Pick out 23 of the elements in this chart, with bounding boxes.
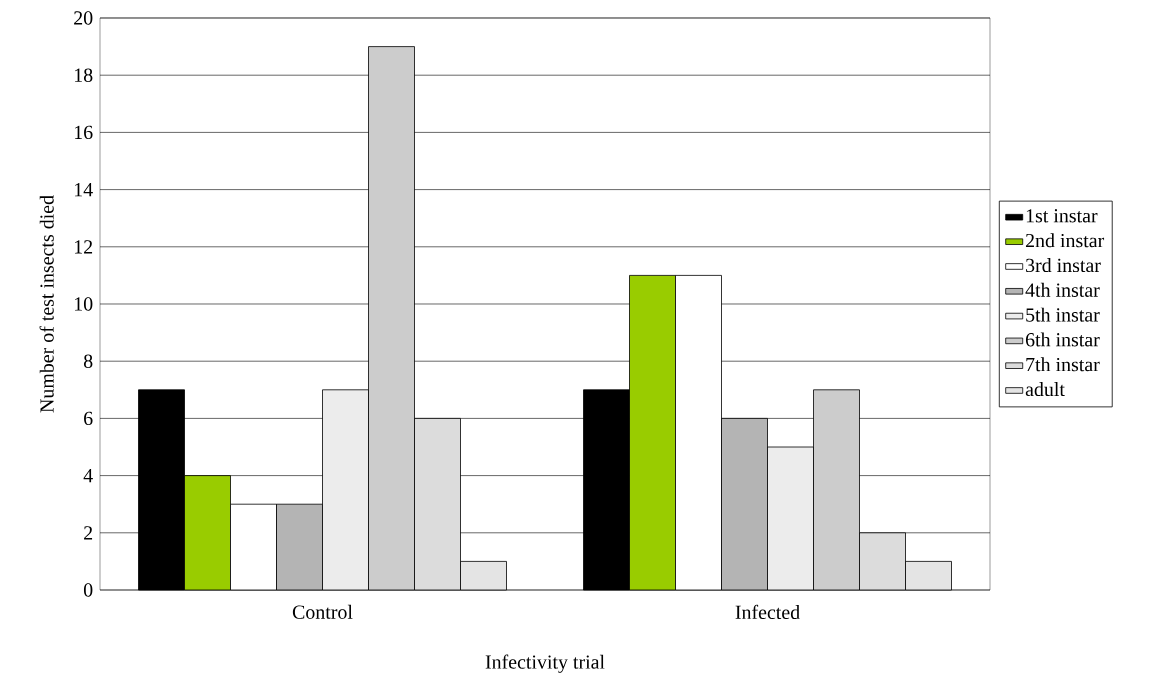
legend-label: 4th instar [1025,282,1100,297]
x-axis-title: Infectivity trial [485,654,605,673]
y-tick-label: 12 [74,240,93,254]
y-tick-label: 14 [74,183,93,197]
y-tick-label: 20 [74,11,93,25]
x-tick-label: Infected [735,604,800,620]
legend-label: 6th instar [1025,332,1100,347]
y-tick-label: 0 [83,583,93,597]
legend-label: 2nd instar [1025,233,1105,248]
legend-label: adult [1025,382,1065,397]
legend-label: 5th instar [1026,307,1100,322]
y-tick-label: 4 [83,469,93,483]
y-tick-label: 16 [74,125,93,140]
y-tick-label: 2 [84,526,93,540]
y-tick-label: 18 [74,68,93,82]
y-tick-label: 6 [84,411,93,426]
y-tick-label: 8 [83,354,93,368]
legend-label: 3rd instar [1026,258,1101,273]
x-tick-label: Control [292,604,353,619]
legend-label: 7th instar [1026,357,1100,372]
y-axis-title: Number of test insects died [39,195,54,413]
y-tick-label: 10 [74,297,93,311]
legend-label: 1st instar [1026,209,1098,223]
